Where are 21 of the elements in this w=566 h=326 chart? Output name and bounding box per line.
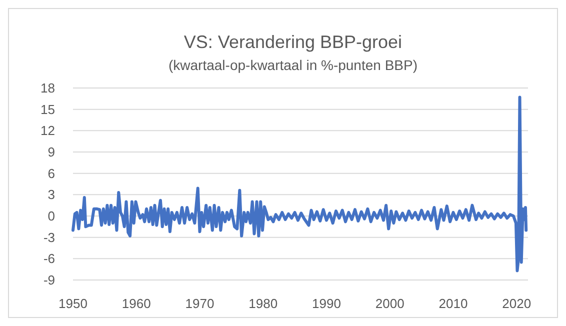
y-tick-label: 12 bbox=[40, 123, 55, 138]
y-tick-label: 3 bbox=[48, 187, 55, 202]
y-tick-label: -6 bbox=[43, 251, 55, 266]
x-tick-label: 1970 bbox=[185, 296, 214, 311]
y-tick-label: 15 bbox=[40, 102, 55, 117]
x-tick-label: 1990 bbox=[312, 296, 341, 311]
y-tick-label: 18 bbox=[40, 80, 55, 96]
y-tick-label: 0 bbox=[48, 208, 55, 224]
chart-subtitle: (kwartaal-op-kwartaal in %-punten BBP) bbox=[168, 57, 418, 73]
x-tick-label: 1980 bbox=[248, 296, 278, 311]
x-tick-label: 2010 bbox=[438, 296, 468, 311]
y-tick-label: -9 bbox=[43, 272, 55, 288]
x-tick-label: 2020 bbox=[502, 296, 532, 311]
y-tick-label: 9 bbox=[48, 144, 55, 160]
x-tick-label: 2000 bbox=[375, 296, 404, 311]
x-tick-label: 1960 bbox=[122, 296, 151, 311]
line-series bbox=[72, 96, 528, 272]
chart-title: VS: Verandering BBP-groei bbox=[184, 32, 402, 52]
y-tick-label: -3 bbox=[43, 230, 55, 245]
y-tick-label: 6 bbox=[48, 166, 55, 181]
x-tick-label: 1950 bbox=[58, 296, 88, 311]
